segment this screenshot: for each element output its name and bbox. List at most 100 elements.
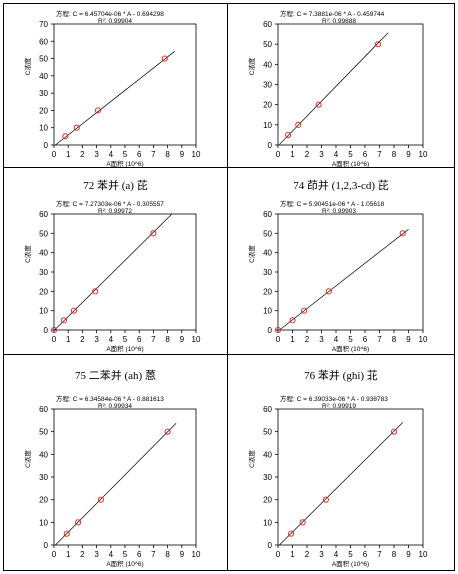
y-tick-label: 50 [263,229,272,238]
x-tick-label: 1 [290,550,295,559]
x-tick-label: 0 [52,335,57,344]
x-tick-label: 6 [137,550,142,559]
y-tick-label: 50 [263,428,272,437]
x-tick-label: 4 [334,335,339,344]
x-tick-label: 4 [109,335,114,344]
x-tick-label: 3 [319,335,324,344]
y-tick-label: 0 [44,326,49,335]
regression-line [55,423,177,546]
panel-caption-6: 76 苯并 (ghi) 苝 [304,370,378,382]
x-tick-label: 8 [165,150,170,159]
x-tick-label: 10 [192,150,201,159]
y-tick-label: 50 [39,428,48,437]
panel-caption-3: 72 苯并 (a) 芘 [83,180,148,192]
x-tick-label: 3 [94,550,99,559]
x-tick-label: 0 [52,550,57,559]
panel-cell-5: 75 二苯并 (ah) 蒽 方程: C = 6.34584e-06 * A - … [3,354,228,571]
y-tick-label: 50 [39,55,48,64]
x-tick-label: 1 [290,335,295,344]
x-tick-label: 2 [80,550,85,559]
data-point [75,519,82,526]
data-point [399,230,406,237]
regression-line [54,213,173,331]
x-tick-label: 0 [276,150,281,159]
equation-label: 方程: C = 7.27303e-06 * A - 0.305557 [56,199,164,208]
y-tick-label: 0 [268,141,273,150]
y-tick-label: 60 [39,210,48,219]
y-tick-label: 30 [39,268,48,277]
y-tick-label: 10 [263,518,272,527]
y-axis-label: C浓度 [247,450,256,468]
x-tick-label: 3 [94,150,99,159]
panel-cell-4: 74 茚并 (1,2,3-cd) 芘 方程: C = 5.90451e-06 *… [227,167,455,355]
data-point [301,307,308,314]
x-tick-label: 3 [94,335,99,344]
y-tick-label: 10 [39,518,48,527]
r2-label: R²: 0.99919 [322,403,356,410]
y-tick-label: 10 [39,124,48,133]
x-tick-label: 2 [80,335,85,344]
x-tick-label: 4 [334,550,339,559]
y-tick-label: 40 [263,60,272,69]
data-point [289,317,296,324]
data-point [60,317,67,324]
x-tick-label: 2 [305,335,310,344]
y-tick-label: 20 [39,287,48,296]
x-tick-label: 2 [305,150,310,159]
data-point [274,326,282,334]
y-tick-label: 0 [44,141,49,150]
data-point [63,530,70,537]
y-tick-label: 20 [263,101,272,110]
data-point [390,428,398,435]
x-tick-label: 6 [137,150,142,159]
x-tick-label: 5 [348,335,353,344]
equation-label: 方程: C = 6.45704e-06 * A - 0.694298 [56,9,164,18]
y-tick-label: 60 [263,210,272,219]
x-tick-label: 10 [419,335,428,344]
y-tick-label: 30 [39,89,48,98]
data-point [285,131,292,138]
x-tick-label: 9 [406,550,411,559]
y-tick-label: 0 [268,541,273,550]
x-tick-label: 9 [180,335,185,344]
x-tick-label: 9 [180,150,185,159]
x-tick-label: 1 [290,150,295,159]
x-tick-label: 8 [392,550,397,559]
equation-label: 方程: C = 6.39033e-06 * A - 0.938783 [280,394,388,403]
y-tick-label: 30 [263,473,272,482]
x-axis-label: A面积 (10^6) [106,344,143,353]
y-tick-label: 20 [263,496,272,505]
x-tick-label: 10 [419,550,428,559]
y-tick-label: 10 [263,307,272,316]
x-tick-label: 1 [66,150,71,159]
data-point [164,428,171,435]
y-tick-label: 0 [268,326,273,335]
x-tick-label: 0 [276,335,281,344]
x-tick-label: 0 [276,550,281,559]
x-tick-label: 10 [192,335,201,344]
x-axis-label: A面积 (10^6) [106,159,143,168]
data-point [97,496,104,503]
y-tick-label: 40 [39,72,48,81]
y-tick-label: 60 [39,405,48,414]
x-tick-label: 9 [180,550,185,559]
x-tick-label: 2 [80,150,85,159]
panel-cell-2: 方程: C = 7.3881e-06 * A - 0.459744 R²: 0.9… [227,3,455,168]
y-tick-label: 10 [39,307,48,316]
y-tick-label: 10 [263,121,272,130]
panel-caption-5: 75 二苯并 (ah) 蒽 [75,370,156,382]
x-tick-label: 4 [334,150,339,159]
y-axis-label: C浓度 [247,57,256,75]
x-tick-label: 3 [319,150,324,159]
y-axis-label: C浓度 [23,57,32,75]
x-tick-label: 5 [123,550,128,559]
regression-line [279,32,389,145]
r2-label: R²: 0.99904 [98,18,132,25]
x-tick-label: 1 [66,335,71,344]
panel-caption-4: 74 茚并 (1,2,3-cd) 芘 [293,180,389,192]
